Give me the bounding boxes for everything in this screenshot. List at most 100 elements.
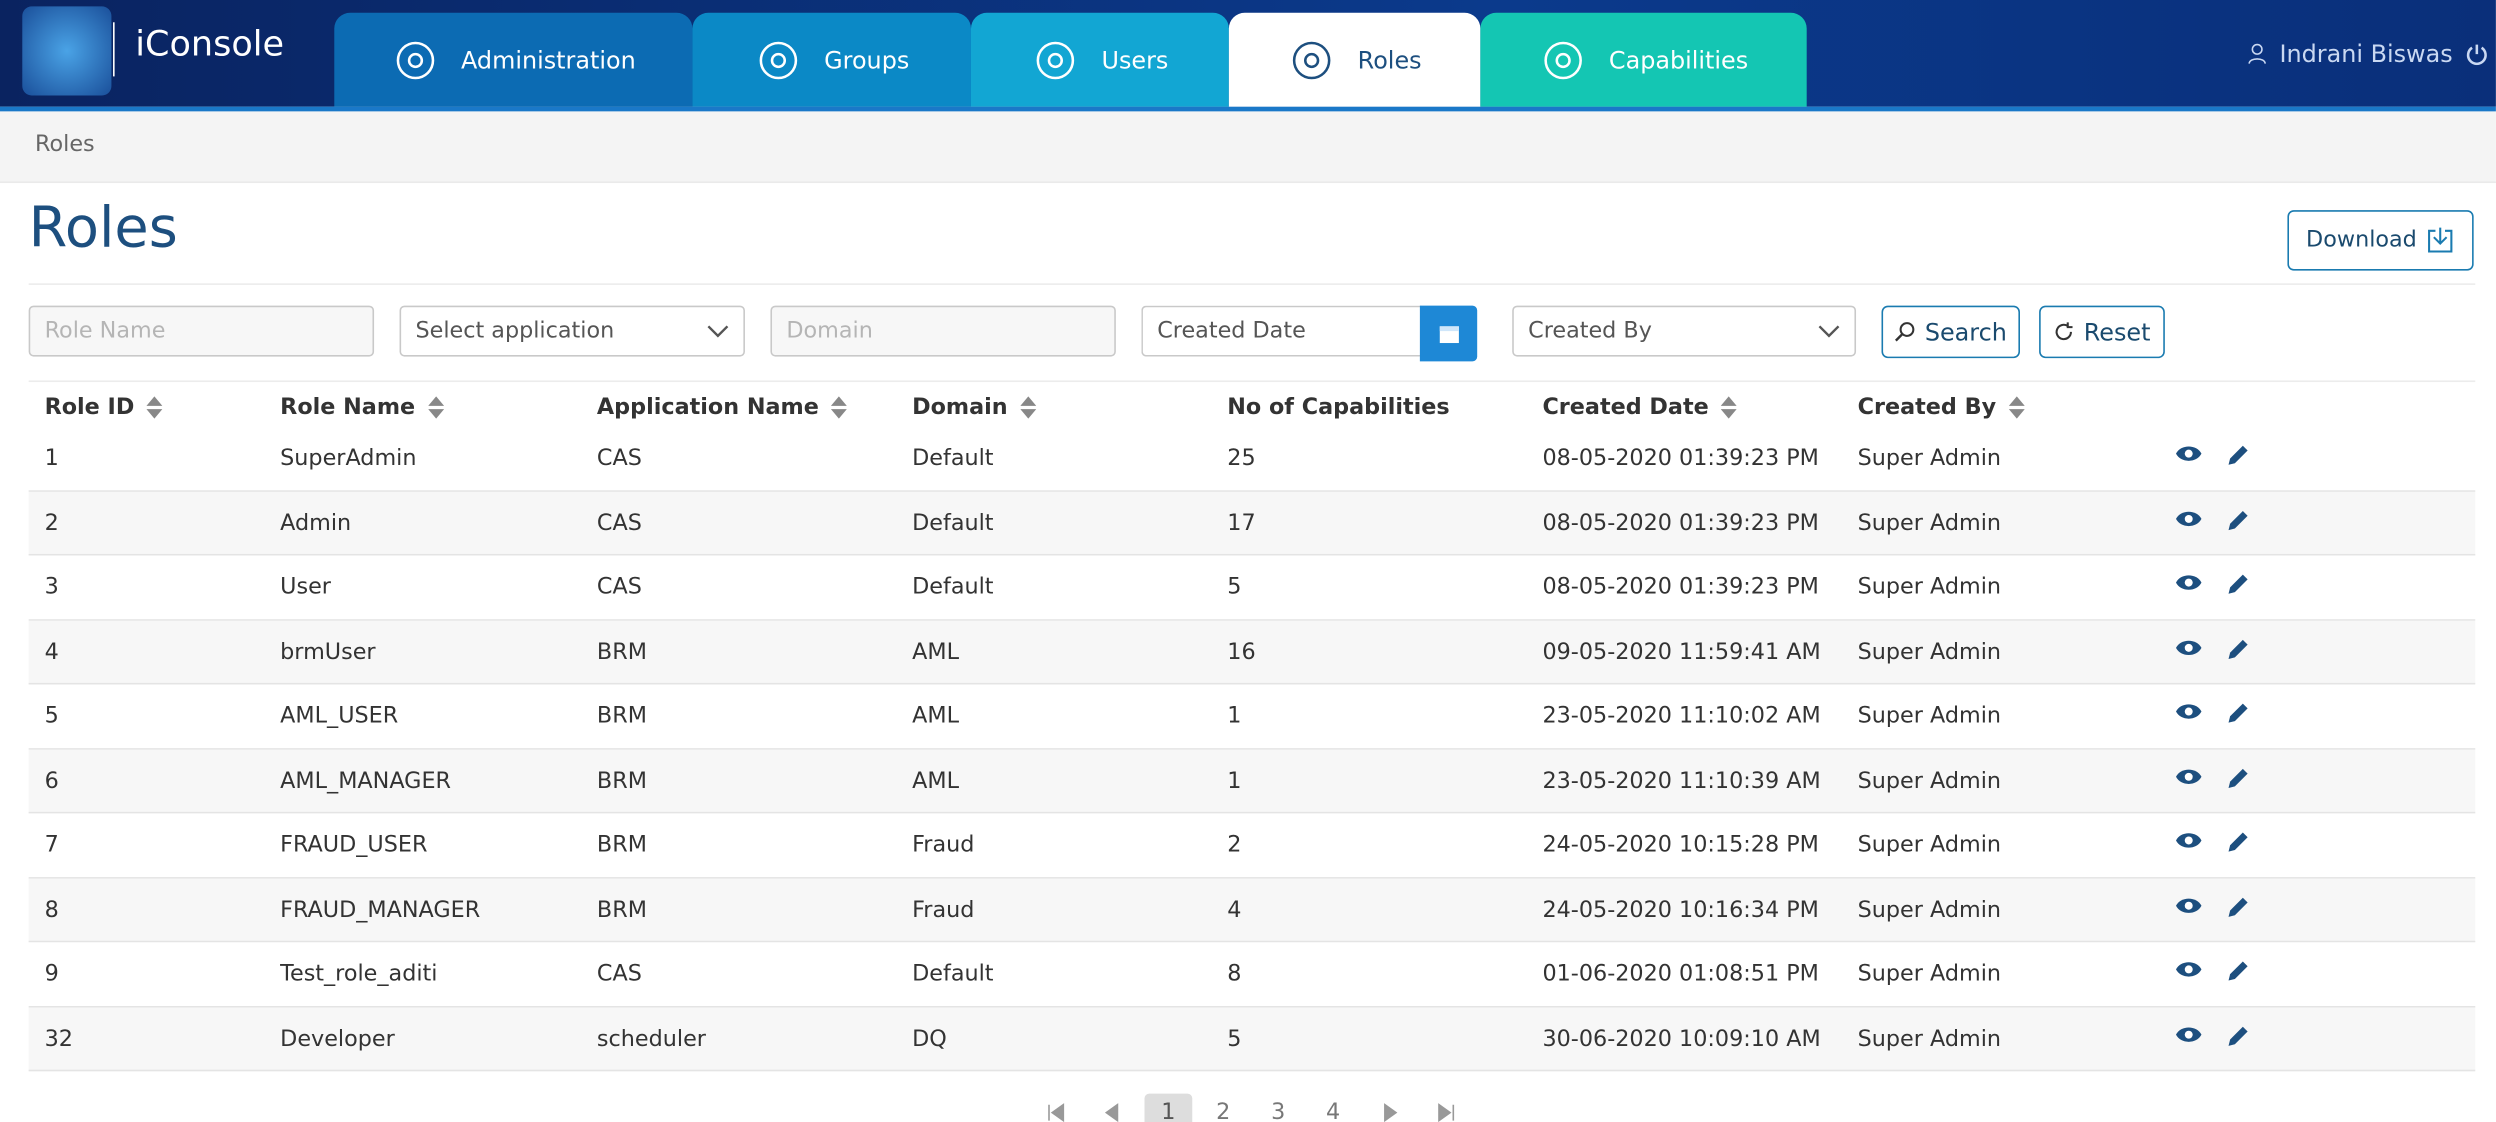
application-select[interactable]: Select application: [399, 305, 745, 357]
table-row: 32 Developer scheduler DQ 5 30-06-2020 10:09:…: [28, 1006, 2476, 1072]
row-actions: [2174, 573, 2249, 595]
reset-label: Reset: [2083, 317, 2151, 347]
edit-icon[interactable]: [2227, 1024, 2249, 1046]
table-cell: Admin: [280, 510, 352, 536]
page-nav[interactable]: [1434, 1102, 1456, 1122]
row-actions: [2174, 444, 2249, 466]
view-icon[interactable]: [2174, 702, 2203, 721]
role-name-input[interactable]: Role Name: [28, 305, 375, 357]
table-cell: AML: [912, 768, 960, 794]
breadcrumb-bar: [0, 111, 2496, 184]
edit-icon[interactable]: [2227, 638, 2249, 660]
page-button[interactable]: 2: [1216, 1099, 1231, 1122]
table-cell: 1: [1227, 768, 1242, 794]
download-button[interactable]: Download: [2287, 210, 2474, 271]
nav-icon: [1438, 1103, 1455, 1122]
sort-icon[interactable]: [1721, 396, 1738, 419]
view-icon[interactable]: [2174, 831, 2203, 850]
user-menu[interactable]: Indrani Biswas: [2248, 40, 2488, 68]
edit-icon[interactable]: [2227, 895, 2249, 917]
edit-icon[interactable]: [2227, 766, 2249, 788]
calendar-button[interactable]: [1419, 305, 1478, 362]
page-button[interactable]: 1: [1144, 1093, 1193, 1122]
table-cell: CAS: [596, 961, 642, 987]
sort-icon[interactable]: [1020, 396, 1037, 419]
reset-button[interactable]: Reset: [2039, 305, 2165, 359]
edit-icon[interactable]: [2227, 702, 2249, 724]
column-label: Role Name: [280, 394, 416, 421]
table-cell: 9: [44, 961, 59, 987]
tab-icon: [1036, 40, 1075, 79]
column-header[interactable]: Created Date: [1542, 395, 1738, 420]
table-cell: Super Admin: [1857, 639, 2002, 665]
sort-icon[interactable]: [831, 396, 848, 419]
created-by-select[interactable]: Created By: [1512, 305, 1857, 357]
domain-input[interactable]: Domain: [770, 305, 1116, 357]
table-cell: Super Admin: [1857, 703, 2002, 730]
page-button[interactable]: 3: [1271, 1099, 1286, 1122]
row-actions: [2174, 831, 2249, 853]
nav-tab[interactable]: Administration: [334, 12, 693, 107]
page-nav[interactable]: [1102, 1102, 1124, 1122]
table-cell: 32: [44, 1025, 73, 1052]
search-button[interactable]: Search: [1881, 305, 2020, 359]
breadcrumb[interactable]: Roles: [35, 132, 95, 158]
table-cell: Super Admin: [1857, 445, 2002, 472]
sort-icon[interactable]: [147, 396, 164, 419]
table-cell: 25: [1227, 445, 1256, 472]
view-icon[interactable]: [2174, 444, 2203, 463]
column-header[interactable]: Role Name: [280, 395, 444, 420]
select-label: Select application: [415, 318, 615, 344]
view-icon[interactable]: [2174, 573, 2203, 592]
power-icon[interactable]: [2465, 43, 2487, 66]
view-icon[interactable]: [2174, 509, 2203, 528]
table-cell: 24-05-2020 10:15:28 PM: [1542, 832, 1819, 858]
created-date-input[interactable]: Created Date: [1141, 305, 1422, 357]
table-cell: Fraud: [912, 832, 975, 858]
page-button[interactable]: 4: [1326, 1099, 1341, 1122]
nav-tab[interactable]: Roles: [1228, 12, 1481, 107]
nav-icon: [1104, 1103, 1119, 1122]
column-label: Domain: [912, 394, 1008, 421]
view-icon[interactable]: [2174, 960, 2203, 979]
table-cell: scheduler: [596, 1025, 706, 1052]
column-header[interactable]: Application Name: [597, 395, 848, 420]
page-nav[interactable]: [1046, 1102, 1068, 1122]
column-header[interactable]: Role ID: [45, 395, 164, 420]
table-cell: 8: [44, 896, 59, 923]
view-icon[interactable]: [2174, 895, 2203, 914]
table-row: 1 SuperAdmin CAS Default 25 08-05-2020 01:39:…: [28, 426, 2476, 492]
row-actions: [2174, 1024, 2249, 1046]
chevron: [1818, 325, 1840, 338]
column-header[interactable]: Domain: [912, 394, 1037, 421]
view-icon[interactable]: [2174, 1024, 2203, 1043]
page-nav[interactable]: [1378, 1102, 1400, 1122]
view-icon[interactable]: [2174, 766, 2203, 785]
table-row: 4 brmUser BRM AML 16 09-05-2020 11:59:41 AM Su…: [28, 620, 2476, 685]
nav-tab[interactable]: Groups: [692, 12, 971, 107]
sort-icon[interactable]: [2008, 396, 2025, 419]
edit-icon[interactable]: [2227, 960, 2249, 982]
row-actions: [2174, 702, 2249, 724]
table-cell: Fraud: [912, 896, 975, 923]
edit-icon[interactable]: [2227, 831, 2249, 853]
table-cell: Super Admin: [1857, 574, 2002, 601]
edit-icon[interactable]: [2227, 573, 2249, 595]
table-cell: Super Admin: [1857, 832, 2002, 858]
nav-tab[interactable]: Users: [970, 12, 1229, 107]
nav-tab[interactable]: Capabilities: [1480, 12, 1807, 107]
view-icon[interactable]: [2174, 638, 2203, 657]
sort-icon[interactable]: [427, 396, 444, 419]
edit-icon[interactable]: [2227, 444, 2249, 466]
tab-label: Administration: [461, 45, 636, 75]
edit-icon[interactable]: [2227, 509, 2249, 531]
column-header[interactable]: Created By: [1858, 395, 2025, 420]
table-cell: 23-05-2020 11:10:39 AM: [1542, 768, 1821, 794]
table-cell: 01-06-2020 01:08:51 PM: [1542, 961, 1819, 987]
tab-label: Capabilities: [1608, 45, 1749, 75]
table-cell: AML_USER: [280, 703, 399, 730]
table-cell: 5: [1227, 574, 1242, 601]
table-cell: BRM: [596, 703, 647, 730]
reset-icon: [2055, 322, 2073, 341]
